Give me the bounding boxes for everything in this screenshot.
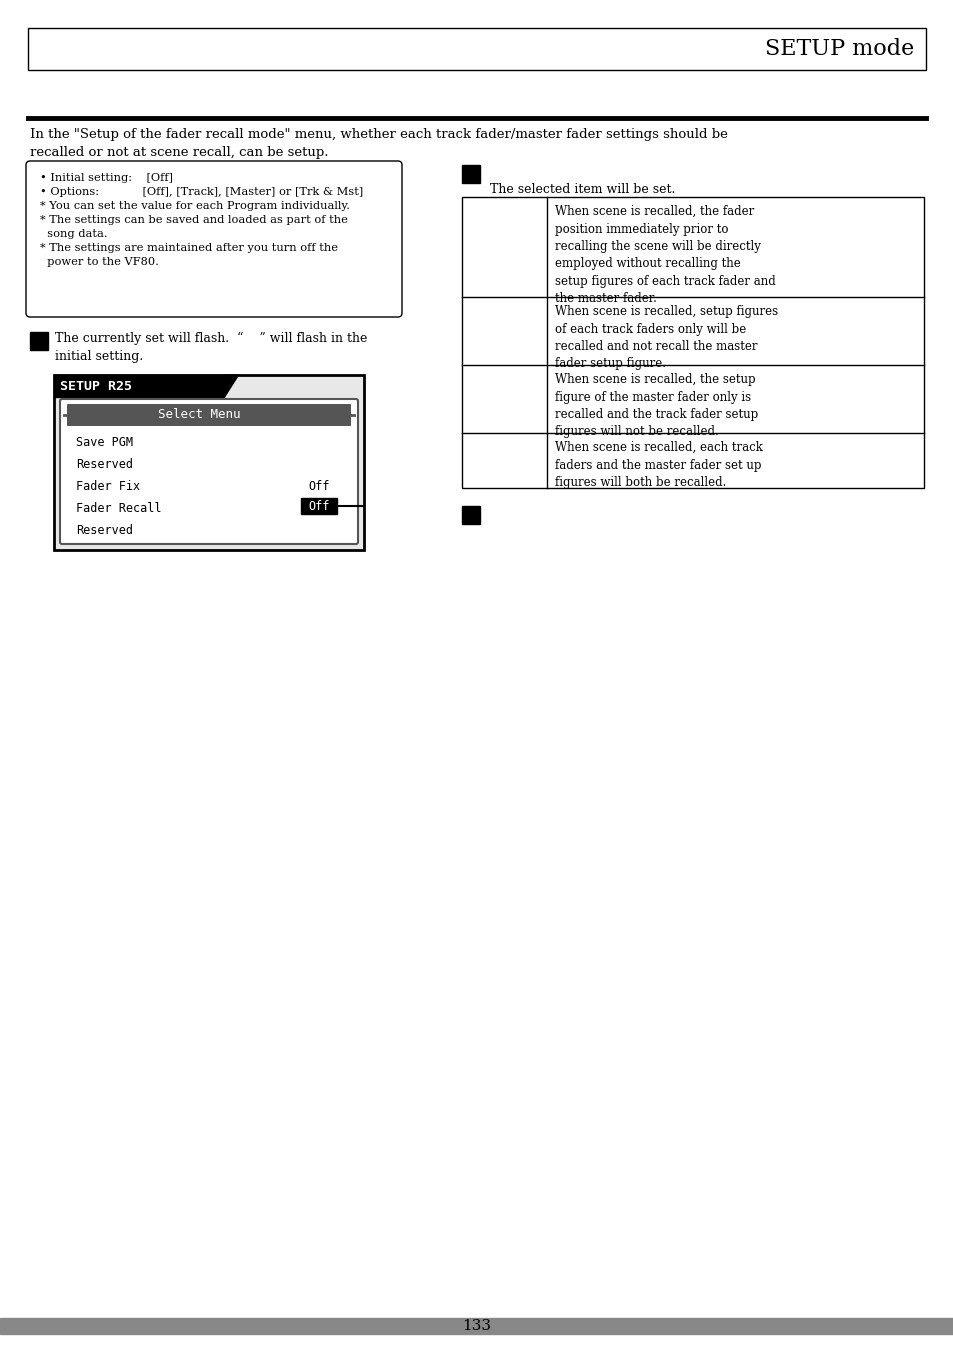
Text: * You can set the value for each Program individually.: * You can set the value for each Program… — [40, 201, 350, 211]
Text: song data.: song data. — [40, 230, 108, 239]
Text: When scene is recalled, setup figures
of each track faders only will be
recalled: When scene is recalled, setup figures of… — [555, 305, 778, 370]
Text: The selected item will be set.: The selected item will be set. — [490, 182, 675, 196]
Text: Fader Recall: Fader Recall — [76, 501, 161, 515]
Text: When scene is recalled, the fader
position immediately prior to
recalling the sc: When scene is recalled, the fader positi… — [555, 205, 775, 305]
Bar — [461, 165, 479, 182]
Bar — [301, 499, 336, 513]
Text: Select Menu: Select Menu — [157, 408, 240, 422]
Bar — [461, 507, 479, 524]
FancyBboxPatch shape — [60, 399, 357, 544]
Polygon shape — [224, 376, 238, 397]
Text: • Initial setting:    [Off]: • Initial setting: [Off] — [40, 173, 172, 182]
Text: Off: Off — [308, 500, 330, 512]
Text: power to the VF80.: power to the VF80. — [40, 257, 159, 267]
Text: Reserved: Reserved — [76, 523, 132, 536]
Bar — [54, 376, 224, 397]
Text: * The settings are maintained after you turn off the: * The settings are maintained after you … — [40, 243, 337, 253]
Text: • Options:            [Off], [Track], [Master] or [Trk & Mst]: • Options: [Off], [Track], [Master] or [… — [40, 186, 363, 197]
Text: Save PGM: Save PGM — [76, 435, 132, 449]
Text: SETUP R25: SETUP R25 — [60, 380, 132, 393]
Text: SETUP mode: SETUP mode — [764, 38, 913, 59]
Text: Reserved: Reserved — [76, 458, 132, 470]
FancyBboxPatch shape — [26, 161, 401, 317]
Text: 133: 133 — [462, 1319, 491, 1333]
Text: Fader Fix: Fader Fix — [76, 480, 140, 493]
Bar — [30, 332, 48, 350]
Bar — [0, 1319, 953, 1333]
Text: In the "Setup of the fader recall mode" menu, whether each track fader/master fa: In the "Setup of the fader recall mode" … — [30, 128, 727, 159]
Text: * The settings can be saved and loaded as part of the: * The settings can be saved and loaded a… — [40, 215, 348, 226]
Text: The currently set will flash.  “    ” will flash in the
initial setting.: The currently set will flash. “ ” will f… — [55, 332, 367, 363]
Bar — [461, 197, 923, 488]
Bar — [54, 376, 364, 550]
Text: Off: Off — [308, 480, 330, 493]
Bar — [28, 28, 925, 70]
Text: When scene is recalled, each track
faders and the master fader set up
figures wi: When scene is recalled, each track fader… — [555, 440, 762, 489]
Text: When scene is recalled, the setup
figure of the master fader only is
recalled an: When scene is recalled, the setup figure… — [555, 373, 758, 439]
FancyBboxPatch shape — [67, 404, 351, 426]
